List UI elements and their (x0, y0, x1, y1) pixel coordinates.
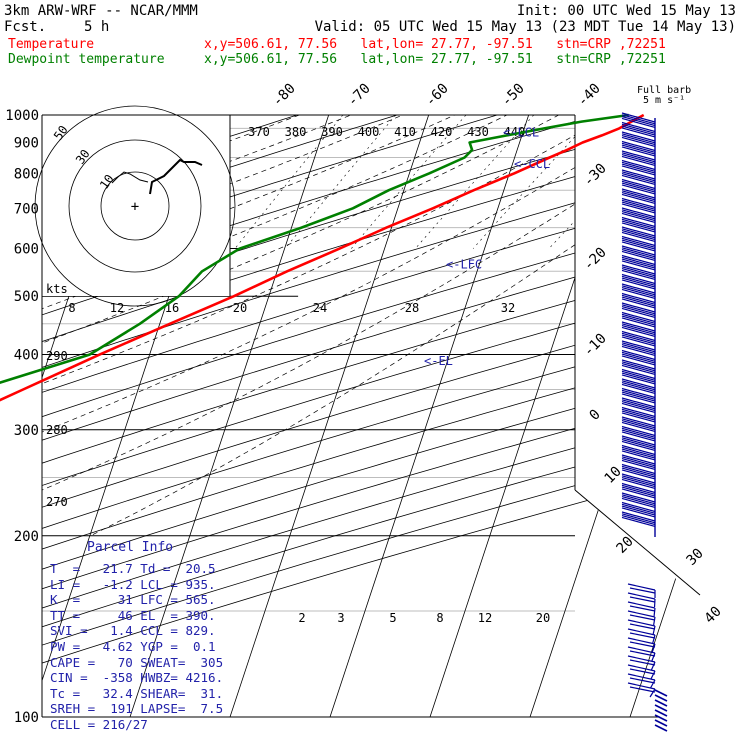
parcel-info-row: K = 31 LFC = 565. (50, 593, 216, 607)
parcel-info-row: CAPE = 70 SWEAT= 305 (50, 656, 223, 670)
wind-barb-flag (628, 611, 655, 617)
hodograph-speed-label-24: 24 (313, 301, 327, 315)
mixing-ratio-line-20 (549, 115, 676, 249)
parcel-info-row: CIN = -358 HWBZ= 4216. (50, 671, 223, 685)
pressure-label-800: 800 (14, 166, 39, 182)
barb-units: 5 m s⁻¹ (643, 95, 685, 106)
forecast-hour: 5 h (84, 20, 109, 34)
wind-barb-flag (628, 620, 655, 626)
mixing-ratio-label-3: 3 (337, 611, 344, 625)
wind-barb-staff (651, 662, 655, 670)
parcel-info-title: Parcel Info (87, 541, 173, 555)
isotherm-label-20: 20 (614, 534, 637, 557)
isotherm-label--80: -80 (270, 81, 299, 110)
pressure-label-500: 500 (14, 289, 39, 305)
theta-label-370: 370 (248, 125, 270, 139)
pressure-label-600: 600 (14, 242, 39, 258)
wind-barb-flag (628, 638, 655, 644)
wind-barb-flag (628, 593, 655, 599)
dry-adiabat-label-290: 290 (46, 349, 68, 363)
legend-dewpoint-label: Dewpoint temperature (8, 53, 165, 67)
hodograph-speed-label-8: 8 (68, 301, 75, 315)
mixing-ratio-label-5: 5 (389, 611, 396, 625)
wind-barb-flag (628, 656, 655, 662)
pressure-label-900: 900 (14, 136, 39, 152)
isotherm-label-40: 40 (702, 604, 725, 627)
isotherm-label-30: 30 (684, 546, 707, 569)
parcel-marker-lfc: <-LFC (446, 257, 482, 271)
theta-label-390: 390 (321, 125, 343, 139)
forecast-label: Fcst. (4, 20, 46, 34)
parcel-info-row: CELL = 216/27 (50, 718, 148, 732)
hodograph-speed-label-20: 20 (233, 301, 247, 315)
isotherm-label--70: -70 (345, 81, 374, 110)
parcel-marker-el: <-EL (424, 354, 453, 368)
mixing-ratio-label-12: 12 (478, 611, 492, 625)
legend-temperature-label: Temperature (8, 38, 94, 52)
wind-barb-staff (654, 608, 655, 616)
parcel-info-row: Tc = 32.4 SHEAR= 31. (50, 687, 223, 701)
wind-barb-flag (628, 584, 655, 590)
hodograph-speed-label-32: 32 (501, 301, 515, 315)
valid-time: Valid: 05 UTC Wed 15 May 13 (23 MDT Tue … (315, 20, 736, 34)
pressure-label-700: 700 (14, 201, 39, 217)
wind-barbs (622, 113, 667, 731)
init-time: Init: 00 UTC Wed 15 May 13 (517, 4, 736, 18)
wind-barb-flag (628, 665, 655, 671)
theta-label-420: 420 (431, 125, 453, 139)
isotherm-label--50: -50 (499, 81, 528, 110)
theta-label-400: 400 (358, 125, 380, 139)
mixing-ratio-label-2: 2 (298, 611, 305, 625)
pressure-label-400: 400 (14, 348, 39, 364)
legend-dewpoint-info: x,y=506.61, 77.56 lat,lon= 27.77, -97.51… (204, 53, 666, 67)
model-title: 3km ARW-WRF -- NCAR/MMM (4, 4, 198, 18)
pressure-label-100: 100 (14, 710, 39, 726)
theta-label-410: 410 (394, 125, 416, 139)
wind-barb-staff (651, 671, 655, 679)
parcel-info-row: T = 21.7 Td = 20.5 (50, 562, 216, 576)
parcel-info-row: TT = 46 EL = 390. (50, 609, 216, 623)
isotherm-50 (730, 115, 740, 717)
legend-temperature-info: x,y=506.61, 77.56 lat,lon= 27.77, -97.51… (204, 38, 666, 52)
dry-adiabat-label-270: 270 (46, 495, 68, 509)
isotherm-label--30: -30 (581, 161, 610, 190)
theta-label-430: 430 (467, 125, 489, 139)
parcel-info-row: SVI = 1.4 CCL = 829. (50, 624, 216, 638)
parcel-info-row: PW = 4.62 YGP = 0.1 (50, 640, 216, 654)
wind-barb (628, 683, 655, 697)
pressure-label-1000: 1000 (5, 108, 39, 124)
theta-label-380: 380 (285, 125, 307, 139)
isotherm-label--20: -20 (581, 245, 610, 274)
pressure-label-200: 200 (14, 529, 39, 545)
wind-barb-flag (628, 674, 655, 680)
hodograph-center: + (131, 199, 139, 215)
wind-barb-flag (628, 602, 655, 608)
wind-barb-staff (654, 617, 655, 625)
parcel-info-row: SREH = 191 LAPSE= 7.5 (50, 702, 223, 716)
hodograph-speed-label-28: 28 (405, 301, 419, 315)
wind-barb-staff (653, 626, 655, 634)
wind-barb-flag (628, 647, 655, 653)
hodograph-speed-unit: kts (46, 282, 68, 296)
right-border-slant (575, 490, 700, 595)
wind-barb-staff (651, 680, 656, 688)
isotherm-label-0: 0 (587, 407, 604, 424)
wind-barb-flag (628, 629, 655, 635)
wind-barb-staff (652, 653, 655, 661)
parcel-marker-lcl: <-LCL (503, 126, 539, 140)
mixing-ratio-label-8: 8 (436, 611, 443, 625)
isotherm-label-10: 10 (602, 464, 625, 487)
wind-barb-staff (650, 689, 655, 697)
isotherm-label--60: -60 (423, 81, 452, 110)
isotherm-label--10: -10 (581, 331, 610, 360)
parcel-info-row: LI = -1.2 LCL = 935. (50, 578, 216, 592)
parcel-marker-ccl: <-CCL (514, 157, 550, 171)
hodograph-speed-label-12: 12 (110, 301, 124, 315)
pressure-label-300: 300 (14, 423, 39, 439)
mixing-ratio-label-20: 20 (536, 611, 550, 625)
dry-adiabat-label-280: 280 (46, 423, 68, 437)
isotherm-label--40: -40 (575, 81, 604, 110)
